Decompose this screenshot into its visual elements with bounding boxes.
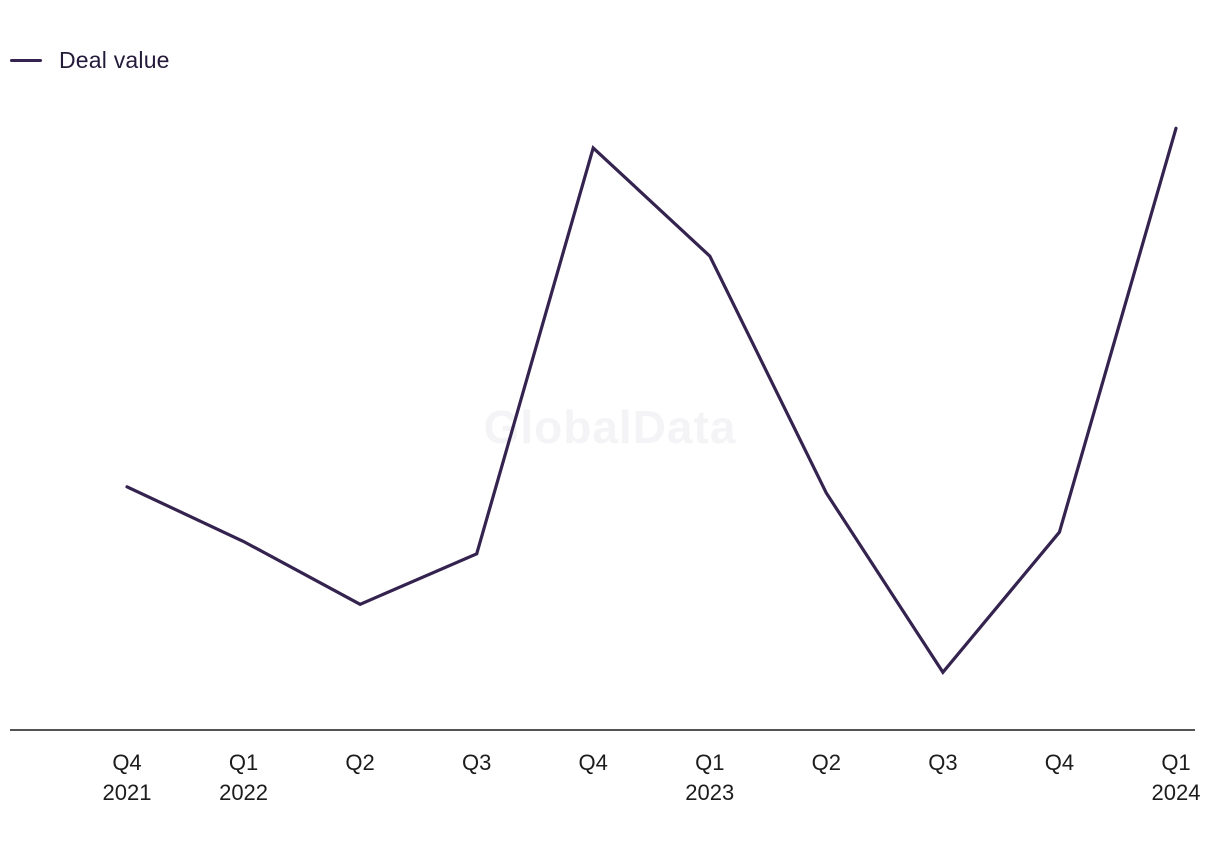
x-tick-label-year: 2022 (219, 780, 268, 805)
x-tick-label-quarter: Q3 (928, 750, 957, 775)
x-tick-label-year: 2023 (685, 780, 734, 805)
x-tick-label-quarter: Q4 (579, 750, 608, 775)
x-tick-label-quarter: Q3 (462, 750, 491, 775)
legend: Deal value (10, 47, 170, 74)
x-tick-label-year: 2024 (1152, 780, 1201, 805)
x-tick-label-quarter: Q1 (229, 750, 258, 775)
x-tick-label-quarter: Q1 (1161, 750, 1190, 775)
watermark: GlobalData (483, 401, 737, 453)
legend-swatch-deal-value (10, 59, 42, 62)
x-tick-label-quarter: Q1 (695, 750, 724, 775)
x-tick-label-quarter: Q2 (345, 750, 374, 775)
legend-label-deal-value: Deal value (59, 47, 170, 73)
x-tick-label-quarter: Q4 (112, 750, 141, 775)
x-tick-label-year: 2021 (103, 780, 152, 805)
x-tick-label-quarter: Q4 (1045, 750, 1074, 775)
series-line-deal-value (125, 126, 1178, 675)
x-tick-label-quarter: Q2 (812, 750, 841, 775)
